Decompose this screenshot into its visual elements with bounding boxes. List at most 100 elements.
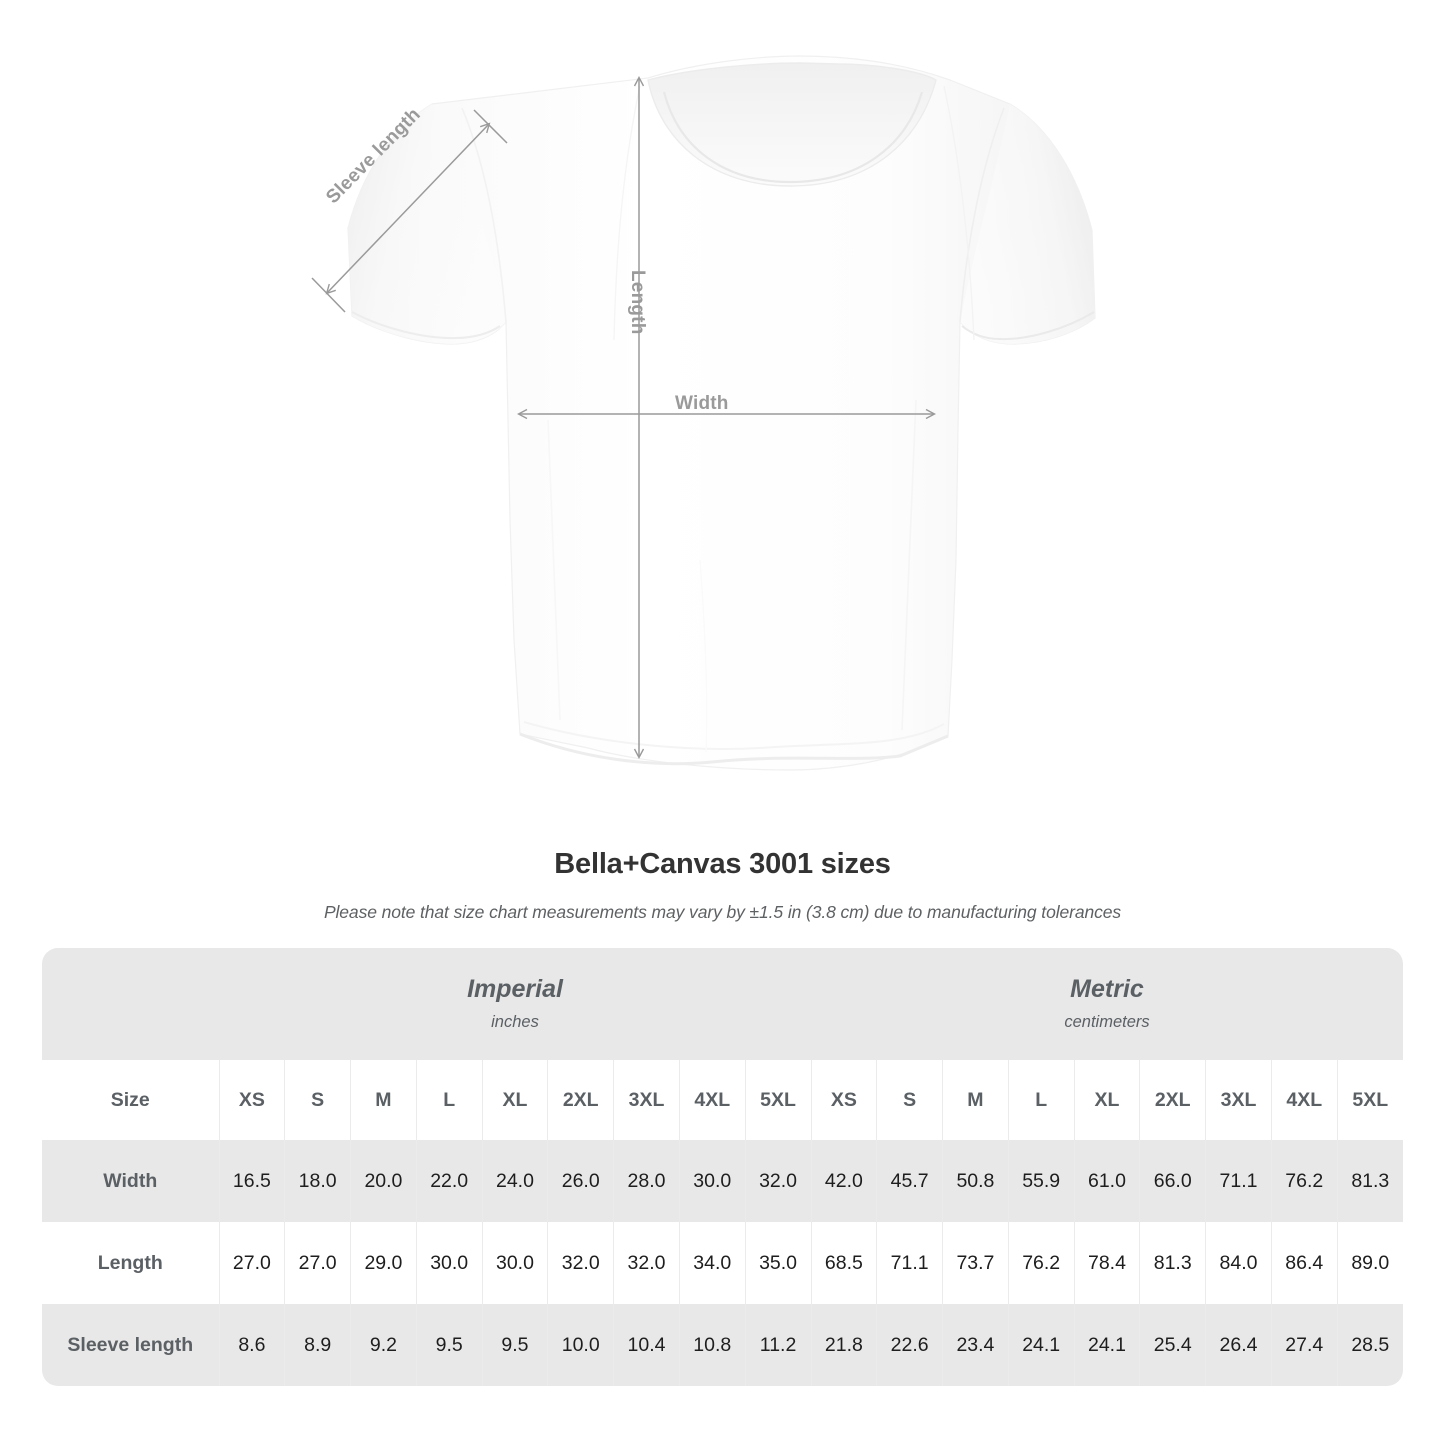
measurement-value-cell: 28.0 [613, 1140, 680, 1222]
size-header-cell: S [284, 1060, 351, 1140]
measurement-value-cell: 66.0 [1139, 1140, 1206, 1222]
page-title: Bella+Canvas 3001 sizes [554, 848, 891, 880]
measurement-value-cell: 84.0 [1205, 1222, 1272, 1304]
measurement-value-cell: 26.4 [1205, 1304, 1272, 1386]
measurement-value-cell: 34.0 [678, 1222, 746, 1304]
size-chart-table: Imperial inches Metric centimeters Size XS S M L… [42, 948, 1403, 1386]
sleeve-tick-upper [473, 109, 508, 144]
measurement-row-label: Width [42, 1140, 219, 1222]
length-label: Length [627, 270, 648, 335]
tolerance-note: Please note that size chart measurements… [323, 902, 1122, 922]
measurement-value-cell: 24.1 [1073, 1304, 1140, 1386]
size-header-cell: XL [481, 1060, 548, 1140]
measurement-value-cell: 10.0 [547, 1304, 614, 1386]
size-chart-table-wrapper: Imperial inches Metric centimeters Size XS S M L… [42, 948, 1403, 1386]
measurement-annotations [311, 76, 936, 759]
measurement-value-cell: 45.7 [876, 1140, 943, 1222]
size-header-cell: L [415, 1060, 483, 1140]
measurement-row-label: Sleeve length [42, 1304, 219, 1386]
title-block: Bella+Canvas 3001 sizes Please note that… [0, 848, 1445, 923]
measurement-value-cell: 24.1 [1007, 1304, 1075, 1386]
measurement-value-cell: 22.0 [415, 1140, 483, 1222]
size-header-cell: XS [218, 1060, 285, 1140]
measurement-value-cell: 24.0 [481, 1140, 548, 1222]
measurement-value-cell: 71.1 [876, 1222, 943, 1304]
width-label: Width [675, 393, 729, 414]
measurement-value-cell: 76.2 [1007, 1222, 1075, 1304]
measurement-value-cell: 30.0 [481, 1222, 548, 1304]
sleeve-dimension-arrow [325, 122, 491, 295]
measurement-value-cell: 68.5 [810, 1222, 877, 1304]
measurement-value-cell: 28.5 [1336, 1304, 1403, 1386]
measurement-value-cell: 10.4 [613, 1304, 680, 1386]
measurement-value-cell: 32.0 [613, 1222, 680, 1304]
measurement-value-cell: 35.0 [744, 1222, 811, 1304]
measurement-value-cell: 8.6 [218, 1304, 285, 1386]
measurement-value-cell: 16.5 [218, 1140, 285, 1222]
measurement-value-cell: 32.0 [547, 1222, 614, 1304]
size-header-cell: 3XL [613, 1060, 680, 1140]
measurement-value-cell: 26.0 [547, 1140, 614, 1222]
unit-system-unit: centimeters [1064, 1012, 1150, 1031]
measurement-value-cell: 8.9 [284, 1304, 351, 1386]
unit-system-unit: inches [491, 1012, 539, 1031]
measurement-value-cell: 76.2 [1270, 1140, 1338, 1222]
measurement-value-cell: 81.3 [1336, 1140, 1403, 1222]
unit-system-name: Metric [1070, 975, 1144, 1004]
measurement-value-cell: 10.8 [678, 1304, 746, 1386]
measurement-value-cell: 11.2 [744, 1304, 811, 1386]
unit-system-cell-metric: Metric centimeters [811, 948, 1403, 1060]
measurement-value-cell: 20.0 [350, 1140, 417, 1222]
size-header-cell: 4XL [1270, 1060, 1338, 1140]
measurement-value-cell: 86.4 [1270, 1222, 1338, 1304]
measurement-value-cell: 42.0 [810, 1140, 877, 1222]
measurement-value-cell: 78.4 [1073, 1222, 1140, 1304]
measurement-value-cell: 27.0 [218, 1222, 285, 1304]
size-header-row: Size XS S M L XL 2XL 3XL 4XL 5XL XS S M L XL 2XL 3XL 4XL 5… [42, 1060, 1403, 1140]
unit-system-name: Imperial [467, 975, 563, 1004]
sleeve-tick-lower [311, 277, 346, 313]
unit-header-spacer [42, 948, 219, 1060]
measurement-value-cell: 23.4 [942, 1304, 1009, 1386]
measurement-value-cell: 27.0 [284, 1222, 351, 1304]
size-header-cell: S [876, 1060, 943, 1140]
size-header-cell: 5XL [1336, 1060, 1403, 1140]
measurement-value-cell: 27.4 [1270, 1304, 1338, 1386]
size-header-cell: 4XL [678, 1060, 746, 1140]
measurement-value-cell: 21.8 [810, 1304, 877, 1386]
measurement-value-cell: 71.1 [1205, 1140, 1272, 1222]
size-header-cell: M [942, 1060, 1009, 1140]
measurement-value-cell: 22.6 [876, 1304, 943, 1386]
size-header-cell: XL [1073, 1060, 1140, 1140]
size-column-header: Size [42, 1060, 219, 1140]
measurement-value-cell: 81.3 [1139, 1222, 1206, 1304]
size-header-cell: L [1007, 1060, 1075, 1140]
size-header-cell: 5XL [744, 1060, 811, 1140]
measurement-value-cell: 25.4 [1139, 1304, 1206, 1386]
unit-system-header-row: Imperial inches Metric centimeters [42, 948, 1403, 1060]
size-header-cell: 2XL [547, 1060, 614, 1140]
measurement-value-cell: 32.0 [744, 1140, 811, 1222]
measurement-value-cell: 30.0 [678, 1140, 746, 1222]
measurement-value-cell: 30.0 [415, 1222, 483, 1304]
size-header-cell: M [350, 1060, 417, 1140]
measurement-value-cell: 9.2 [350, 1304, 417, 1386]
measurement-value-cell: 73.7 [942, 1222, 1009, 1304]
measurement-value-cell: 61.0 [1073, 1140, 1140, 1222]
table-row: Width 16.5 18.0 20.0 22.0 24.0 26.0 28.0 30.0 32.… [42, 1140, 1403, 1222]
measurement-value-cell: 18.0 [284, 1140, 351, 1222]
size-header-cell: 2XL [1139, 1060, 1206, 1140]
measurement-row-label: Length [42, 1222, 219, 1304]
measurement-value-cell: 9.5 [481, 1304, 548, 1386]
table-row: Length 27.0 27.0 29.0 30.0 30.0 32.0 32.0 34.0 35… [42, 1222, 1403, 1304]
measurement-value-cell: 29.0 [350, 1222, 417, 1304]
unit-system-cell-imperial: Imperial inches [219, 948, 811, 1060]
measurement-value-cell: 55.9 [1007, 1140, 1075, 1222]
garment-measurement-diagram: Sleeve length Length Width [311, 55, 1096, 771]
table-row: Sleeve length 8.6 8.9 9.2 9.5 9.5 10.0 10.4 10.8… [42, 1304, 1403, 1386]
tshirt-illustration [311, 55, 1096, 771]
size-header-cell: XS [810, 1060, 877, 1140]
measurement-value-cell: 89.0 [1336, 1222, 1403, 1304]
size-header-cell: 3XL [1205, 1060, 1272, 1140]
